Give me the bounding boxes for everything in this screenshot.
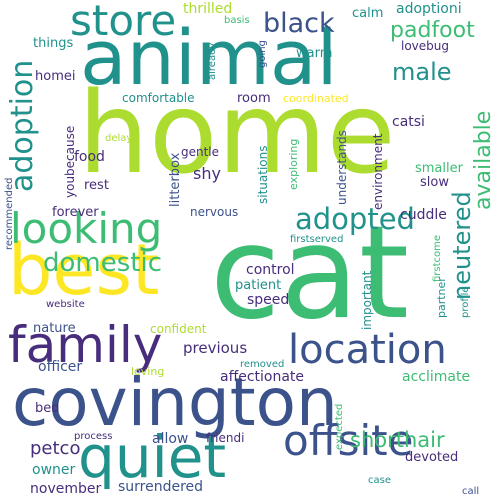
word-forever: forever — [52, 205, 99, 220]
word-shy: shy — [193, 164, 221, 183]
word-basis: basis — [224, 15, 250, 26]
word-surrendered: surrendered — [118, 479, 204, 495]
word-best: best — [8, 229, 160, 311]
word-gentle: gentle — [181, 145, 220, 159]
word-devoted: devoted — [405, 450, 459, 465]
word-delays: delays — [105, 133, 138, 144]
word-family: family — [8, 316, 163, 374]
word-warm: warm — [296, 46, 333, 61]
word-covington: covington — [12, 364, 338, 441]
word-coordinated: coordinated — [283, 92, 349, 105]
word-animal: animal — [80, 13, 338, 102]
word-smaller: smaller — [415, 161, 463, 176]
word-previous: previous — [183, 339, 248, 357]
word-thrilled: thrilled — [183, 1, 233, 17]
word-store: store — [70, 0, 177, 45]
word-catsi: catsi — [392, 114, 425, 130]
word-partner: partner — [435, 277, 448, 318]
word-adopted: adopted — [295, 202, 415, 236]
word-slow: slow — [420, 175, 449, 190]
word-environment: environment — [371, 133, 385, 210]
word-bed: bed — [35, 401, 60, 416]
word-quiet: quiet — [78, 423, 227, 491]
word-nature: nature — [33, 321, 76, 336]
word-patient: patient — [235, 278, 282, 293]
word-shorthair: shorthair — [350, 428, 445, 452]
word-homei: homei — [35, 69, 76, 84]
word-confident: confident — [150, 322, 207, 336]
word-things: things — [33, 36, 74, 51]
word-acclimate: acclimate — [402, 369, 471, 385]
word-padfoot: padfoot — [390, 18, 475, 43]
word-november: november — [30, 481, 102, 497]
word-already: already — [207, 42, 218, 80]
word-black: black — [263, 8, 335, 39]
word-website: website — [46, 299, 85, 310]
word-expected: expected — [334, 403, 345, 450]
word-understands: understands — [335, 130, 349, 205]
word-adoption: adoption — [5, 59, 40, 192]
word-offsite: offsite — [283, 416, 414, 465]
word-process: process — [74, 431, 113, 442]
word-domestic: domestic — [43, 248, 162, 278]
word-recommended: recommended — [4, 177, 15, 250]
word-adoptioni: adoptioni — [396, 1, 462, 17]
word-calm: calm — [352, 6, 384, 21]
word-loving: loving — [131, 365, 165, 378]
word-looking: looking — [10, 204, 163, 253]
word-available: available — [471, 110, 496, 210]
word-speed: speed — [247, 292, 290, 308]
word-affectionate: affectionate — [220, 369, 305, 385]
word-lovebug: lovebug — [401, 39, 449, 53]
word-owner: owner — [32, 462, 76, 478]
word-situations: situations — [256, 145, 270, 205]
word-case: case — [368, 475, 391, 486]
word-removed: removed — [240, 359, 285, 370]
word-control: control — [246, 262, 295, 278]
word-male: male — [392, 58, 452, 86]
word-rest: rest — [84, 178, 109, 193]
word-comfortable: comfortable — [122, 91, 195, 105]
word-nervous: nervous — [190, 205, 239, 219]
word-allow: allow — [152, 431, 189, 447]
word-cat: cat — [210, 199, 409, 348]
word-petco: petco — [30, 438, 81, 459]
word-location: location — [288, 327, 447, 373]
word-important: important — [360, 270, 374, 330]
word-firstserved: firstserved — [290, 234, 344, 245]
word-firstcome: firstcome — [432, 234, 443, 282]
word-profile: profile — [460, 286, 471, 318]
word-exploring: exploring — [287, 138, 300, 190]
word-friendi: friendi — [206, 431, 245, 445]
word-food: food — [74, 149, 105, 165]
word-home: home — [78, 69, 396, 199]
word-room: room — [237, 91, 271, 106]
word-cuddle: cuddle — [400, 207, 447, 223]
word-call: call — [462, 486, 480, 497]
word-officer: officer — [38, 359, 83, 375]
word-going: going — [257, 40, 268, 68]
word-litterbox: litterbox — [168, 152, 183, 207]
